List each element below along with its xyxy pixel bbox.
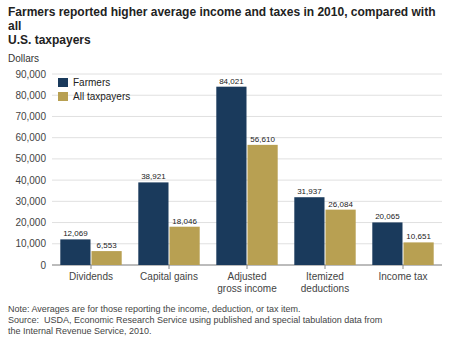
- legend-swatch: [58, 92, 68, 101]
- data-labels: 12,069 38,921 84,021 31,937 20,065 6,553 18,04…: [63, 77, 431, 250]
- y-tick-label: 80,000: [15, 90, 46, 101]
- legend: Farmers All taxpayers: [58, 77, 130, 102]
- y-axis-label: Dollars: [8, 53, 39, 64]
- x-tick: [247, 265, 248, 269]
- x-tick-label: Dividends: [69, 271, 113, 282]
- data-label: 20,065: [375, 212, 400, 221]
- grid-line: [52, 180, 442, 181]
- bar: [372, 222, 402, 265]
- x-tick: [169, 265, 170, 269]
- bar: [248, 145, 278, 265]
- data-label: 31,937: [297, 187, 322, 196]
- legend-swatch: [58, 78, 68, 87]
- chart: Farmers reported higher average income a…: [0, 0, 450, 340]
- annotation: Note: Averages are for those reporting t…: [8, 304, 301, 314]
- y-tick-label: 20,000: [15, 217, 46, 228]
- y-tick-label: 60,000: [15, 132, 46, 143]
- x-tick: [403, 265, 404, 269]
- bar: [92, 251, 122, 265]
- data-label: 10,651: [406, 232, 431, 241]
- grid-line: [52, 137, 442, 138]
- grid-line: [52, 158, 442, 159]
- annotation: Source: USDA, Economic Research Service …: [8, 315, 382, 336]
- bar: [170, 227, 200, 265]
- y-tick-label: 50,000: [15, 153, 46, 164]
- x-tick-label: Itemizeddeductions: [301, 271, 349, 294]
- data-label: 26,084: [328, 200, 353, 209]
- x-tick-label: Adjustedgross income: [217, 271, 277, 294]
- bar: [326, 210, 356, 265]
- grid-line: [52, 201, 442, 202]
- bars: [60, 87, 433, 265]
- grid-line: [52, 74, 442, 75]
- data-label: 18,046: [172, 217, 197, 226]
- data-label: 6,553: [97, 241, 118, 250]
- y-tick-label: 0: [40, 260, 46, 271]
- data-label: 84,021: [219, 77, 244, 86]
- bar: [60, 239, 90, 265]
- bar: [404, 242, 434, 265]
- legend-label: Farmers: [73, 77, 110, 88]
- y-tick-label: 10,000: [15, 238, 46, 249]
- x-tick-label: Income tax: [379, 271, 428, 282]
- bar: [294, 197, 324, 265]
- y-tick-label: 30,000: [15, 196, 46, 207]
- y-tick-label: 70,000: [15, 111, 46, 122]
- y-tick-label: 90,000: [15, 69, 46, 80]
- bar: [216, 87, 246, 265]
- bar: [138, 182, 168, 265]
- data-label: 56,610: [250, 135, 275, 144]
- title: Farmers reported higher average income a…: [8, 5, 436, 47]
- grid: [52, 74, 442, 265]
- x-tick: [325, 265, 326, 269]
- data-label: 38,921: [141, 172, 166, 181]
- data-label: 12,069: [63, 229, 88, 238]
- x-tick-label: Capital gains: [140, 271, 198, 282]
- y-tick-label: 40,000: [15, 175, 46, 186]
- x-tick: [91, 265, 92, 269]
- legend-label: All taxpayers: [73, 91, 130, 102]
- grid-line: [52, 116, 442, 117]
